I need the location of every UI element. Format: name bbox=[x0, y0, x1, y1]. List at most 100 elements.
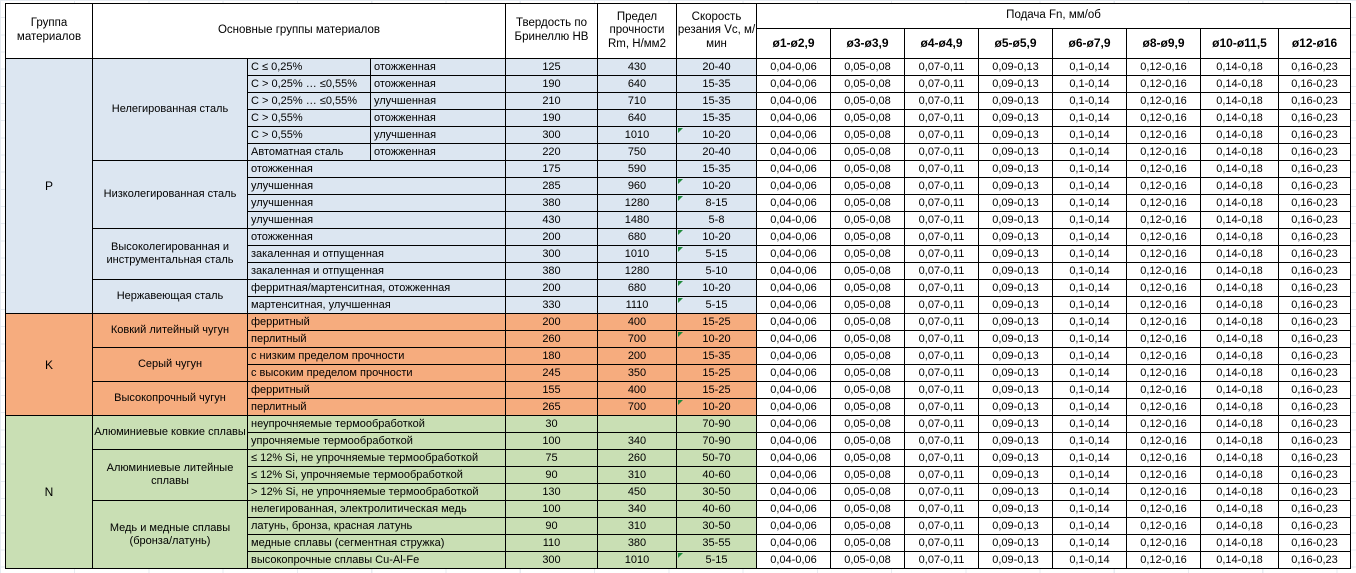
cell-strength-rm[interactable]: 710 bbox=[597, 92, 677, 110]
header-feed-range-5[interactable]: ø6-ø7,9 bbox=[1052, 28, 1127, 59]
cell-strength-rm[interactable]: 700 bbox=[597, 398, 677, 416]
cell-feed-value[interactable]: 0,16-0,23 bbox=[1278, 551, 1351, 569]
cell-group-name[interactable]: Высокопрочный чугун bbox=[92, 381, 248, 416]
cell-feed-value[interactable]: 0,12-0,16 bbox=[1126, 449, 1201, 467]
cell-cutting-speed[interactable]: 40-60 bbox=[676, 466, 757, 484]
cell-hardness-hb[interactable]: 90 bbox=[505, 517, 598, 535]
cell-strength-rm[interactable]: 350 bbox=[597, 364, 677, 382]
cell-cutting-speed[interactable]: 10-20 bbox=[676, 279, 757, 297]
cell-feed-value[interactable]: 0,05-0,08 bbox=[830, 398, 905, 416]
cell-cutting-speed[interactable]: 10-20 bbox=[676, 228, 757, 246]
cell-feed-value[interactable]: 0,16-0,23 bbox=[1278, 517, 1351, 535]
cell-feed-value[interactable]: 0,07-0,11 bbox=[904, 194, 979, 212]
cell-feed-value[interactable]: 0,09-0,13 bbox=[978, 126, 1053, 144]
cell-cutting-speed[interactable]: 35-55 bbox=[676, 534, 757, 552]
cell-feed-value[interactable]: 0,05-0,08 bbox=[830, 381, 905, 399]
cell-feed-value[interactable]: 0,1-0,14 bbox=[1052, 398, 1127, 416]
cell-feed-value[interactable]: 0,16-0,23 bbox=[1278, 109, 1351, 127]
cell-strength-rm[interactable]: 430 bbox=[597, 58, 677, 76]
cell-feed-value[interactable]: 0,05-0,08 bbox=[830, 313, 905, 331]
cell-feed-value[interactable]: 0,09-0,13 bbox=[978, 228, 1053, 246]
cell-feed-value[interactable]: 0,09-0,13 bbox=[978, 262, 1053, 280]
cell-feed-value[interactable]: 0,14-0,18 bbox=[1200, 211, 1279, 229]
cell-hardness-hb[interactable]: 130 bbox=[505, 483, 598, 501]
cell-feed-value[interactable]: 0,09-0,13 bbox=[978, 398, 1053, 416]
cell-cutting-speed[interactable]: 15-35 bbox=[676, 109, 757, 127]
cell-material-state[interactable]: улучшенная bbox=[247, 194, 506, 212]
cell-feed-value[interactable]: 0,04-0,06 bbox=[756, 330, 831, 348]
cell-feed-value[interactable]: 0,16-0,23 bbox=[1278, 126, 1351, 144]
cell-feed-value[interactable]: 0,07-0,11 bbox=[904, 160, 979, 178]
cell-feed-value[interactable]: 0,05-0,08 bbox=[830, 534, 905, 552]
cell-feed-value[interactable]: 0,14-0,18 bbox=[1200, 330, 1279, 348]
cell-feed-value[interactable]: 0,16-0,23 bbox=[1278, 92, 1351, 110]
cell-feed-value[interactable]: 0,05-0,08 bbox=[830, 279, 905, 297]
cell-feed-value[interactable]: 0,16-0,23 bbox=[1278, 143, 1351, 161]
cell-feed-value[interactable]: 0,07-0,11 bbox=[904, 330, 979, 348]
cell-feed-value[interactable]: 0,09-0,13 bbox=[978, 177, 1053, 195]
cell-feed-value[interactable]: 0,16-0,23 bbox=[1278, 262, 1351, 280]
cell-feed-value[interactable]: 0,07-0,11 bbox=[904, 262, 979, 280]
cell-feed-value[interactable]: 0,16-0,23 bbox=[1278, 75, 1351, 93]
cell-hardness-hb[interactable]: 190 bbox=[505, 75, 598, 93]
header-feed-range-4[interactable]: ø5-ø5,9 bbox=[978, 28, 1053, 59]
cell-strength-rm[interactable]: 750 bbox=[597, 143, 677, 161]
cell-feed-value[interactable]: 0,09-0,13 bbox=[978, 449, 1053, 467]
cell-group-name[interactable]: Алюминиевые литейные сплавы bbox=[92, 449, 248, 501]
cell-carbon-spec[interactable]: C > 0,55% bbox=[247, 126, 371, 144]
cell-cutting-speed[interactable]: 15-35 bbox=[676, 347, 757, 365]
cell-feed-value[interactable]: 0,05-0,08 bbox=[830, 347, 905, 365]
cell-feed-value[interactable]: 0,16-0,23 bbox=[1278, 500, 1351, 518]
cell-feed-value[interactable]: 0,1-0,14 bbox=[1052, 534, 1127, 552]
cell-cutting-speed[interactable]: 5-15 bbox=[676, 551, 757, 569]
cell-feed-value[interactable]: 0,12-0,16 bbox=[1126, 534, 1201, 552]
cell-carbon-spec[interactable]: Автоматная сталь bbox=[247, 143, 371, 161]
cell-feed-value[interactable]: 0,09-0,13 bbox=[978, 58, 1053, 76]
cell-feed-value[interactable]: 0,09-0,13 bbox=[978, 381, 1053, 399]
cell-strength-rm[interactable]: 1010 bbox=[597, 551, 677, 569]
cell-feed-value[interactable]: 0,07-0,11 bbox=[904, 92, 979, 110]
cell-feed-value[interactable]: 0,16-0,23 bbox=[1278, 381, 1351, 399]
cell-cutting-speed[interactable]: 15-25 bbox=[676, 364, 757, 382]
cell-feed-value[interactable]: 0,09-0,13 bbox=[978, 330, 1053, 348]
cell-hardness-hb[interactable]: 200 bbox=[505, 313, 598, 331]
cell-feed-value[interactable]: 0,07-0,11 bbox=[904, 177, 979, 195]
cell-feed-value[interactable]: 0,07-0,11 bbox=[904, 500, 979, 518]
cell-feed-value[interactable]: 0,14-0,18 bbox=[1200, 364, 1279, 382]
cell-feed-value[interactable]: 0,04-0,06 bbox=[756, 347, 831, 365]
cell-feed-value[interactable]: 0,14-0,18 bbox=[1200, 398, 1279, 416]
cell-cutting-speed[interactable]: 30-50 bbox=[676, 483, 757, 501]
cell-hardness-hb[interactable]: 210 bbox=[505, 92, 598, 110]
header-feed-range-6[interactable]: ø8-ø9,9 bbox=[1126, 28, 1201, 59]
cell-feed-value[interactable]: 0,1-0,14 bbox=[1052, 126, 1127, 144]
cell-hardness-hb[interactable]: 330 bbox=[505, 296, 598, 314]
cell-material-state[interactable]: перлитный bbox=[247, 330, 506, 348]
cell-material-state[interactable]: ферритный bbox=[247, 313, 506, 331]
cell-feed-value[interactable]: 0,07-0,11 bbox=[904, 296, 979, 314]
cell-feed-value[interactable]: 0,14-0,18 bbox=[1200, 126, 1279, 144]
cell-material-state[interactable]: латунь, бронза, красная латунь bbox=[247, 517, 506, 535]
cell-strength-rm[interactable]: 1110 bbox=[597, 296, 677, 314]
cell-material-state[interactable]: с высоким пределом прочности bbox=[247, 364, 506, 382]
cell-material-state[interactable]: улучшенная bbox=[247, 177, 506, 195]
cell-feed-value[interactable]: 0,04-0,06 bbox=[756, 279, 831, 297]
cell-feed-value[interactable]: 0,16-0,23 bbox=[1278, 279, 1351, 297]
cell-feed-value[interactable]: 0,14-0,18 bbox=[1200, 143, 1279, 161]
cell-hardness-hb[interactable]: 380 bbox=[505, 262, 598, 280]
cell-feed-value[interactable]: 0,16-0,23 bbox=[1278, 228, 1351, 246]
header-feed[interactable]: Подача Fn, мм/об bbox=[756, 3, 1351, 29]
cell-feed-value[interactable]: 0,09-0,13 bbox=[978, 517, 1053, 535]
cell-feed-value[interactable]: 0,07-0,11 bbox=[904, 466, 979, 484]
cell-feed-value[interactable]: 0,14-0,18 bbox=[1200, 313, 1279, 331]
cell-feed-value[interactable]: 0,16-0,23 bbox=[1278, 194, 1351, 212]
cell-feed-value[interactable]: 0,14-0,18 bbox=[1200, 109, 1279, 127]
cell-feed-value[interactable]: 0,1-0,14 bbox=[1052, 160, 1127, 178]
cell-feed-value[interactable]: 0,14-0,18 bbox=[1200, 262, 1279, 280]
cell-feed-value[interactable]: 0,09-0,13 bbox=[978, 109, 1053, 127]
cell-feed-value[interactable]: 0,05-0,08 bbox=[830, 211, 905, 229]
cell-feed-value[interactable]: 0,04-0,06 bbox=[756, 194, 831, 212]
cell-material-state[interactable]: нелегированная, электролитическая медь bbox=[247, 500, 506, 518]
cell-feed-value[interactable]: 0,04-0,06 bbox=[756, 449, 831, 467]
header-feed-range-2[interactable]: ø3-ø3,9 bbox=[830, 28, 905, 59]
cell-material-state[interactable]: медные сплавы (сегментная стружка) bbox=[247, 534, 506, 552]
